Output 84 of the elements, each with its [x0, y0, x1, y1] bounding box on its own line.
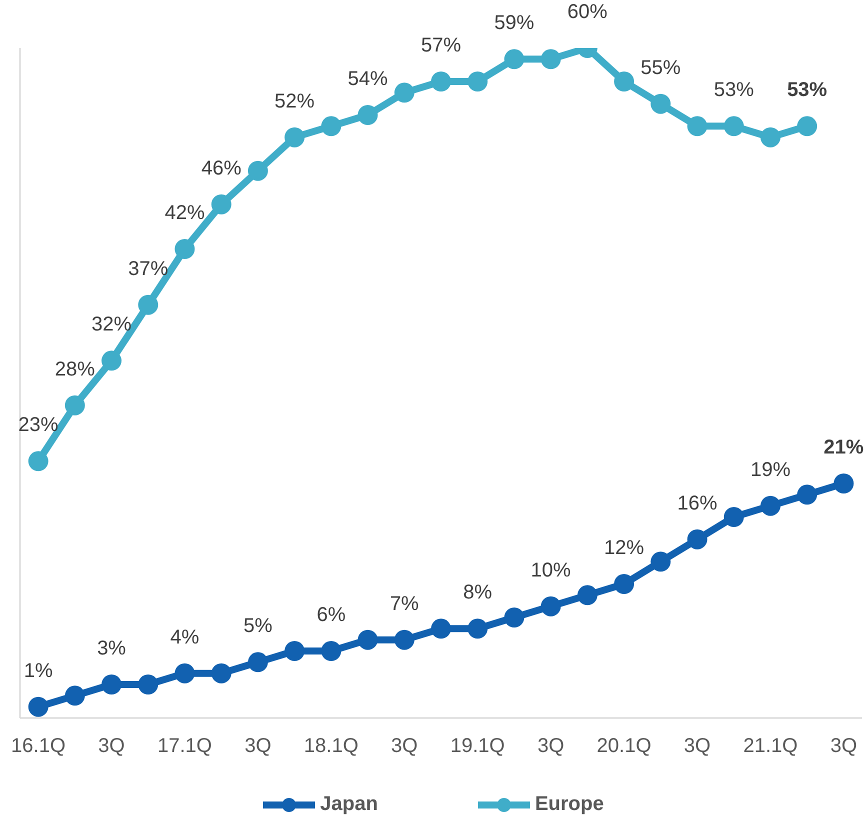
point	[394, 82, 414, 103]
point	[577, 585, 598, 606]
data-label: 21%	[824, 436, 864, 458]
data-label: 57%	[420, 34, 462, 56]
data-label: 60%	[567, 1, 608, 23]
x-tick-label: 3Q	[98, 735, 125, 757]
data-label: 46%	[201, 157, 242, 180]
point	[64, 686, 85, 706]
point	[614, 72, 634, 92]
data-label: 28%	[54, 358, 96, 380]
point	[797, 484, 818, 505]
point	[358, 105, 378, 125]
data-label: 5%	[244, 615, 273, 638]
point	[64, 395, 85, 416]
x-tick-label: 19.1Q	[450, 735, 505, 757]
x-tick-label: 16.1Q	[11, 735, 66, 757]
point	[248, 160, 268, 181]
x-tick-label: 20.1Q	[596, 735, 652, 757]
x-tick-label: 3Q	[244, 735, 272, 757]
data-label: 59%	[494, 12, 534, 34]
point	[431, 618, 451, 639]
x-tick-label: 17.1Q	[157, 735, 212, 757]
data-label: 1%	[24, 660, 53, 682]
data-label: 16%	[677, 492, 718, 514]
x-tick-label: 3Q	[830, 735, 858, 757]
data-label: 42%	[164, 202, 205, 224]
data-label: 52%	[274, 90, 315, 112]
point	[394, 630, 414, 650]
data-label: 32%	[92, 314, 132, 336]
data-label: 37%	[128, 258, 168, 280]
x-tick-label: 18.1Q	[304, 735, 358, 757]
data-label: 10%	[530, 559, 572, 582]
x-tick-label: 3Q	[684, 735, 711, 757]
point	[284, 127, 305, 148]
point	[102, 350, 122, 371]
data-label: 23%	[18, 414, 59, 436]
point	[687, 116, 708, 136]
point	[724, 507, 744, 527]
point	[138, 674, 158, 694]
point	[760, 127, 780, 148]
data-label: 3%	[97, 638, 126, 660]
point	[174, 239, 195, 259]
point	[724, 116, 744, 136]
data-label: 55%	[640, 56, 681, 79]
point	[797, 116, 818, 136]
data-label: 8%	[463, 582, 492, 604]
point	[504, 608, 524, 628]
point	[687, 529, 708, 550]
legend-label: Japan	[320, 793, 378, 815]
data-label: 53%	[787, 79, 828, 102]
point	[211, 194, 232, 214]
point	[540, 596, 561, 616]
point	[138, 294, 158, 315]
data-label: 4%	[170, 626, 200, 648]
point	[650, 94, 671, 114]
point	[431, 72, 451, 92]
data-label: 54%	[348, 68, 388, 90]
data-label: 7%	[390, 592, 420, 615]
point	[174, 663, 195, 684]
data-label: 12%	[604, 537, 644, 559]
point	[248, 652, 268, 672]
point	[468, 618, 488, 639]
point	[321, 641, 342, 661]
point	[28, 696, 48, 717]
point	[540, 49, 561, 70]
x-tick-label: 3Q	[537, 735, 564, 757]
point	[211, 663, 232, 684]
x-tick-label: 3Q	[391, 735, 418, 757]
data-label: 53%	[714, 79, 754, 102]
point	[760, 496, 780, 516]
point	[358, 630, 378, 650]
legend-label: Europe	[534, 793, 604, 815]
data-label: 6%	[316, 604, 346, 626]
point	[468, 72, 488, 92]
point	[102, 674, 122, 694]
point	[834, 474, 854, 494]
point	[284, 641, 305, 661]
data-label: 19%	[750, 458, 791, 481]
point	[650, 552, 671, 572]
point	[614, 574, 634, 594]
point	[504, 49, 524, 70]
point	[28, 451, 48, 472]
point	[321, 116, 342, 136]
x-tick-label: 21.1Q	[743, 735, 798, 757]
